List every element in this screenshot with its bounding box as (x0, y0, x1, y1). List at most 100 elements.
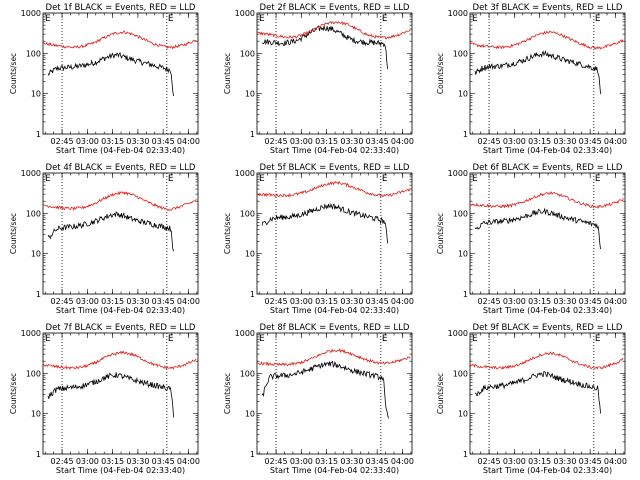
x-tick-label: 02:45 (51, 297, 74, 306)
x-tick-label: 03:00 (76, 457, 99, 466)
y-tick-label: 1000 (21, 9, 41, 18)
y-tick-label: 1 (36, 450, 41, 459)
y-tick-label: 10 (458, 250, 468, 259)
panel-det-8f: Det 8f BLACK = Events, RED = LLD 1 10 100 10… (223, 323, 414, 475)
marker-e-right: E (595, 14, 601, 24)
series-events-line (474, 370, 601, 414)
y-tick-label: 1000 (21, 329, 41, 338)
series-lld-line (256, 20, 411, 40)
x-tick-label: 02:45 (51, 457, 74, 466)
marker-e-left: E (472, 334, 478, 344)
panel-det-4f: Det 4f BLACK = Events, RED = LLD 1 10 100 10… (9, 163, 200, 315)
series-events-line (261, 25, 388, 70)
panel-title: Det 2f BLACK = Events, RED = LLD (260, 3, 410, 13)
panel-det-2f: Det 2f BLACK = Events, RED = LLD 1 10 100 10… (223, 3, 414, 155)
x-axis-label: Start Time (04-Feb-04 02:33:40) (270, 146, 399, 155)
x-axis-label: Start Time (04-Feb-04 02:33:40) (56, 306, 185, 315)
x-tick-label: 03:45 (579, 137, 602, 146)
y-tick-label: 1 (463, 290, 468, 299)
y-tick-label: 1000 (235, 329, 255, 338)
series-events-line (474, 49, 601, 95)
x-tick-label: 03:45 (366, 137, 389, 146)
x-tick-label: 04:00 (177, 297, 200, 306)
x-tick-label: 03:00 (503, 137, 526, 146)
plot-frame (42, 332, 199, 455)
x-axis-label: Start Time (04-Feb-04 02:33:40) (56, 466, 185, 475)
x-tick-label: 03:15 (315, 457, 338, 466)
panel-title: Det 1f BLACK = Events, RED = LLD (46, 3, 196, 13)
y-tick-label: 1 (36, 130, 41, 139)
x-tick-label: 03:30 (126, 137, 149, 146)
marker-e-left: E (45, 334, 51, 344)
plot-frame (256, 172, 413, 295)
x-tick-label: 03:00 (503, 457, 526, 466)
x-tick-label: 03:15 (101, 137, 124, 146)
x-tick-label: 03:00 (290, 297, 313, 306)
x-tick-label: 02:45 (478, 137, 501, 146)
marker-e-left: E (259, 174, 265, 184)
series-lld-line (469, 191, 624, 209)
x-axis-label: Start Time (04-Feb-04 02:33:40) (483, 306, 612, 315)
x-tick-label: 03:00 (290, 457, 313, 466)
x-tick-label: 04:00 (391, 457, 414, 466)
panel-title: Det 6f BLACK = Events, RED = LLD (473, 163, 623, 173)
y-tick-label: 100 (26, 209, 41, 218)
x-tick-label: 04:00 (391, 137, 414, 146)
x-tick-label: 02:45 (478, 457, 501, 466)
series-events-line (261, 202, 388, 244)
x-tick-label: 03:45 (152, 457, 175, 466)
x-tick-label: 03:15 (315, 297, 338, 306)
panel-title: Det 4f BLACK = Events, RED = LLD (46, 163, 196, 173)
series-lld-line (256, 348, 411, 367)
x-tick-label: 04:00 (177, 137, 200, 146)
x-tick-label: 03:30 (126, 297, 149, 306)
y-tick-label: 1 (250, 450, 255, 459)
series-lld-line (42, 190, 197, 212)
marker-e-left: E (259, 334, 265, 344)
x-tick-label: 03:45 (366, 457, 389, 466)
x-tick-label: 03:30 (126, 457, 149, 466)
y-tick-label: 1 (250, 130, 255, 139)
y-tick-label: 1000 (448, 169, 468, 178)
panel-title: Det 9f BLACK = Events, RED = LLD (473, 323, 623, 333)
series-events-line (474, 207, 601, 250)
marker-e-right: E (382, 174, 388, 184)
series-lld-line (469, 351, 624, 370)
y-axis-label: Counts/sec (436, 53, 445, 94)
y-tick-label: 100 (26, 369, 41, 378)
x-tick-label: 04:00 (391, 297, 414, 306)
y-tick-label: 10 (31, 250, 41, 259)
x-tick-label: 03:45 (152, 137, 175, 146)
panel-det-3f: Det 3f BLACK = Events, RED = LLD 1 10 100 10… (436, 3, 627, 155)
marker-e-right: E (168, 14, 174, 24)
x-axis-label: Start Time (04-Feb-04 02:33:40) (270, 306, 399, 315)
y-tick-label: 10 (31, 90, 41, 99)
x-axis-label: Start Time (04-Feb-04 02:33:40) (483, 466, 612, 475)
marker-e-left: E (45, 14, 51, 24)
x-tick-label: 03:45 (579, 297, 602, 306)
panel-title: Det 3f BLACK = Events, RED = LLD (473, 3, 623, 13)
x-tick-label: 03:15 (528, 137, 551, 146)
y-tick-label: 10 (245, 90, 255, 99)
x-tick-label: 02:45 (265, 297, 288, 306)
x-tick-label: 03:45 (579, 457, 602, 466)
y-tick-label: 100 (26, 49, 41, 58)
panel-det-7f: Det 7f BLACK = Events, RED = LLD 1 10 100 10… (9, 323, 200, 475)
x-tick-label: 03:45 (152, 297, 175, 306)
panel-det-5f: Det 5f BLACK = Events, RED = LLD 1 10 100 10… (223, 163, 414, 315)
marker-e-right: E (595, 334, 601, 344)
y-tick-label: 1 (463, 450, 468, 459)
plot-frame (256, 332, 413, 455)
marker-e-left: E (45, 174, 51, 184)
y-tick-label: 1000 (448, 329, 468, 338)
marker-e-left: E (472, 14, 478, 24)
plot-frame (42, 172, 199, 295)
y-tick-label: 1000 (21, 169, 41, 178)
y-tick-label: 10 (458, 90, 468, 99)
y-tick-label: 10 (31, 410, 41, 419)
y-tick-label: 100 (453, 49, 468, 58)
y-axis-label: Counts/sec (436, 373, 445, 414)
x-tick-label: 02:45 (265, 137, 288, 146)
plot-frame (469, 12, 626, 135)
x-tick-label: 02:45 (265, 457, 288, 466)
